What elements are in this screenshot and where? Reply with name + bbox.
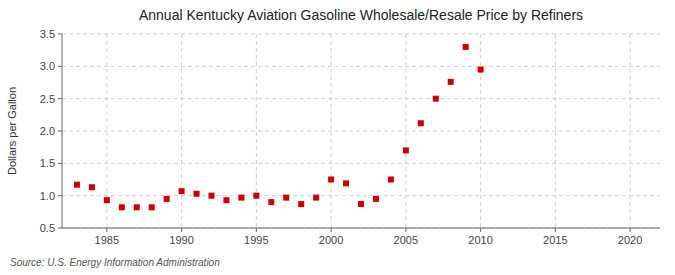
point xyxy=(179,188,185,194)
grid-line-y xyxy=(62,228,660,229)
point xyxy=(194,191,200,197)
tick-label-x: 2000 xyxy=(319,234,343,246)
point xyxy=(418,120,424,126)
tick-x xyxy=(405,228,406,232)
y-axis-line xyxy=(62,34,63,228)
tick-x xyxy=(106,228,107,232)
point xyxy=(448,79,454,85)
point xyxy=(478,67,484,73)
tick-label-x: 1995 xyxy=(244,234,268,246)
point xyxy=(253,193,259,199)
grid-line-x xyxy=(181,34,182,228)
point xyxy=(388,177,394,183)
tick-x xyxy=(480,228,481,232)
tick-x xyxy=(331,228,332,232)
point xyxy=(104,197,110,203)
point xyxy=(298,201,304,207)
point xyxy=(283,195,289,201)
grid-line-x xyxy=(480,34,481,228)
tick-label-x: 2015 xyxy=(543,234,567,246)
point xyxy=(373,196,379,202)
grid-line-x xyxy=(256,34,257,228)
point xyxy=(358,201,364,207)
title: Annual Kentucky Aviation Gasoline Wholes… xyxy=(139,7,583,23)
point xyxy=(89,184,95,190)
tick-y xyxy=(58,66,62,67)
point xyxy=(119,204,125,210)
point xyxy=(463,44,469,50)
tick-y xyxy=(58,131,62,132)
grid-line-y xyxy=(62,131,660,132)
grid-line-x xyxy=(331,34,332,228)
tick-label-y: 1.0 xyxy=(40,190,55,202)
point xyxy=(433,96,439,102)
grid-line-x xyxy=(405,34,406,228)
tick-label-x: 1985 xyxy=(95,234,119,246)
chart-container: Annual Kentucky Aviation Gasoline Wholes… xyxy=(0,0,675,275)
point xyxy=(328,177,334,183)
point xyxy=(343,180,349,186)
tick-y xyxy=(58,34,62,35)
point xyxy=(74,182,80,188)
point xyxy=(313,195,319,201)
grid xyxy=(62,34,660,228)
source-note: Source: U.S. Energy Information Administ… xyxy=(10,257,220,268)
point xyxy=(223,197,229,203)
point xyxy=(238,195,244,201)
tick-x xyxy=(555,228,556,232)
tick-y xyxy=(58,163,62,164)
points xyxy=(74,44,484,210)
tick-label-y: 2.0 xyxy=(40,125,55,137)
tick-x xyxy=(181,228,182,232)
point xyxy=(134,204,140,210)
grid-line-y xyxy=(62,66,660,67)
ticks: 0.5 1.0 1.5 2.0 2.5 3.0 3.5 1985 1990 1995 2000 200… xyxy=(40,28,643,246)
point xyxy=(403,147,409,153)
grid-line-y xyxy=(62,98,660,99)
tick-label-y: 3.5 xyxy=(40,28,55,40)
tick-y xyxy=(58,228,62,229)
tick-label-x: 2020 xyxy=(618,234,642,246)
tick-x xyxy=(630,228,631,232)
tick-label-y: 2.5 xyxy=(40,93,55,105)
tick-label-y: 0.5 xyxy=(40,222,55,234)
grid-line-y xyxy=(62,195,660,196)
chart-svg: Annual Kentucky Aviation Gasoline Wholes… xyxy=(0,0,675,275)
x-axis-line xyxy=(62,228,660,229)
tick-x xyxy=(256,228,257,232)
grid-line-y xyxy=(62,163,660,164)
grid-line-y xyxy=(62,34,660,35)
grid-line-x xyxy=(630,34,631,228)
tick-label-y: 3.0 xyxy=(40,60,55,72)
point xyxy=(149,204,155,210)
tick-label-y: 1.5 xyxy=(40,157,55,169)
point xyxy=(209,193,215,199)
tick-label-x: 2005 xyxy=(394,234,418,246)
tick-label-x: 1990 xyxy=(169,234,193,246)
y-axis-label: Dollars per Gallon xyxy=(6,87,18,175)
tick-label-x: 2010 xyxy=(468,234,492,246)
point xyxy=(164,196,170,202)
tick-y xyxy=(58,195,62,196)
point xyxy=(268,199,274,205)
grid-line-x xyxy=(555,34,556,228)
tick-y xyxy=(58,98,62,99)
